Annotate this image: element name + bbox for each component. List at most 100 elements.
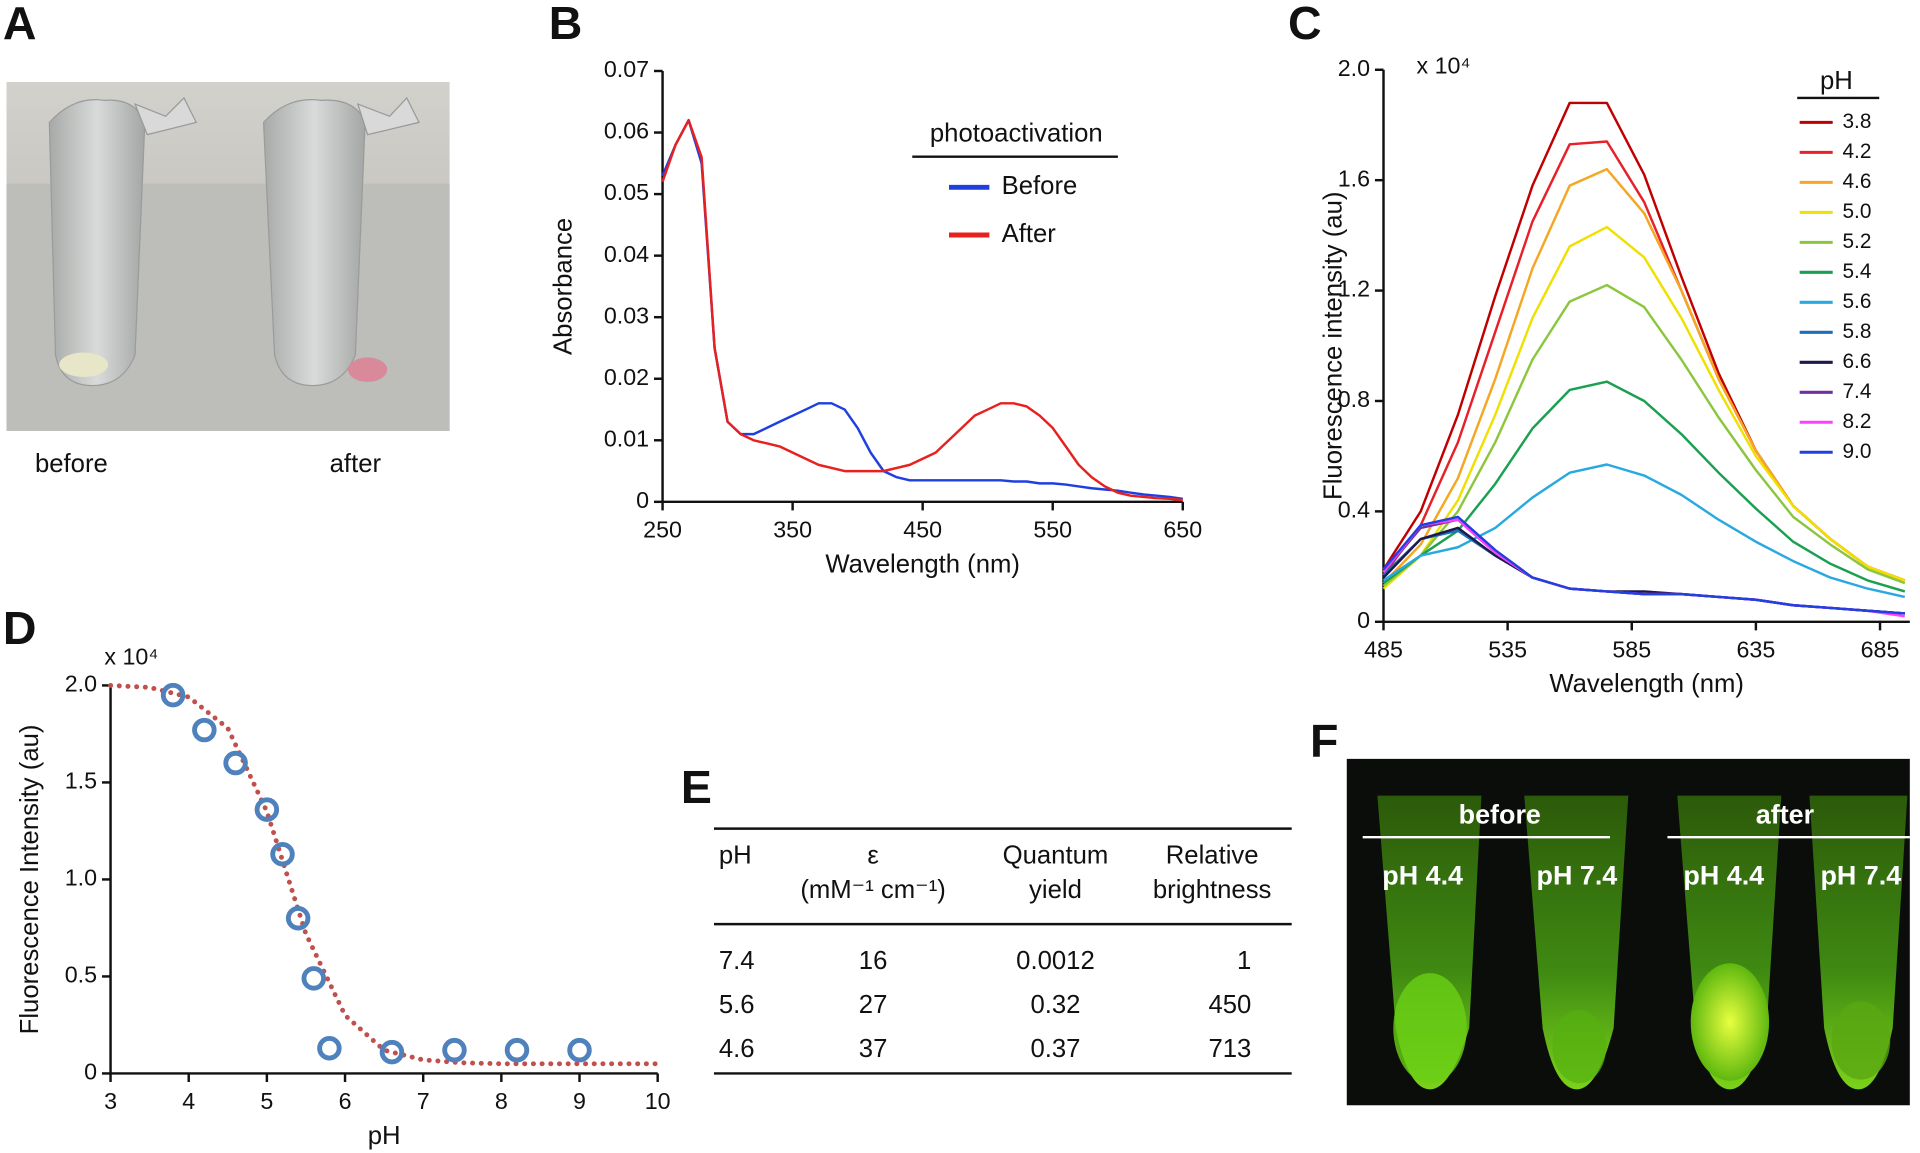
tube-label: pH 4.4: [1683, 861, 1764, 891]
y-tick-label: 0: [84, 1059, 97, 1085]
legend-label: After: [1002, 220, 1057, 248]
y-tick-label: 0: [636, 487, 649, 513]
table-cell: 5.6: [719, 991, 755, 1019]
y-tick-label: 0.01: [604, 425, 649, 451]
panel-letter: A: [3, 0, 37, 49]
data-point: [567, 1037, 592, 1063]
y-tick-label: 1.5: [65, 768, 97, 794]
y-tick-label: 2.0: [1338, 55, 1370, 81]
y-tick-label: 0.8: [1338, 386, 1370, 412]
data-point: [504, 1037, 530, 1063]
table-header: yield: [1029, 876, 1082, 904]
legend-label: 3.8: [1842, 110, 1871, 133]
panel-letter: B: [549, 0, 583, 49]
y-axis-label: Fluorescence Intensity (au): [16, 725, 44, 1035]
y-tick-label: 1.6: [1338, 165, 1370, 191]
table-cell: 713: [1208, 1035, 1251, 1063]
data-point: [379, 1039, 405, 1065]
x-tick-label: 4: [182, 1088, 195, 1114]
tube-label: pH 7.4: [1537, 861, 1618, 891]
y-tick-label: 0.07: [604, 56, 649, 82]
series-line: [661, 118, 1183, 500]
legend-label: 4.2: [1842, 140, 1871, 163]
legend-title: photoactivation: [930, 119, 1103, 147]
x-tick-label: 8: [495, 1088, 508, 1114]
y-tick-label: 0: [1357, 607, 1370, 633]
y-tick-label: 1.0: [65, 865, 97, 891]
data-point: [192, 717, 217, 743]
legend-label: 5.8: [1842, 320, 1871, 343]
y-tick-label: 0.4: [1338, 497, 1370, 523]
legend-label: 9.0: [1842, 440, 1871, 463]
legend-title: pH: [1820, 67, 1853, 95]
table-cell: 4.6: [719, 1035, 755, 1063]
x-tick-label: 10: [645, 1088, 671, 1114]
tube-label: pH 7.4: [1820, 861, 1901, 891]
axis-line: [661, 70, 1183, 504]
x-tick-label: 250: [643, 516, 682, 542]
series-line: [1382, 463, 1906, 599]
axis-line: [109, 685, 658, 1075]
table-cell: 0.0012: [1016, 947, 1095, 975]
x-tick-label: 635: [1736, 636, 1775, 662]
table-cell: 16: [859, 947, 888, 975]
x-tick-label: 450: [903, 516, 942, 542]
table-header: ε: [867, 842, 878, 870]
x-axis-label: Wavelength (nm): [1549, 670, 1744, 698]
series-line: [1382, 225, 1906, 590]
y-tick-label: 2.0: [65, 671, 97, 697]
data-point: [317, 1035, 342, 1061]
photo-a: [6, 82, 450, 431]
series-line: [1382, 283, 1906, 587]
table-cell: 27: [859, 991, 888, 1019]
table-cell: 0.32: [1030, 991, 1080, 1019]
panel-letter: C: [1288, 0, 1322, 49]
table-cell: 0.37: [1030, 1035, 1080, 1063]
x-tick-label: 5: [260, 1088, 273, 1114]
x-tick-label: 7: [417, 1088, 430, 1114]
table-cell: 450: [1208, 991, 1251, 1019]
x-axis-label: pH: [368, 1122, 401, 1150]
fit-line: [108, 682, 661, 1067]
table-cell: 1: [1237, 947, 1251, 975]
group-label: after: [1756, 800, 1815, 830]
x-tick-label: 485: [1364, 636, 1403, 662]
legend-label: 5.6: [1842, 290, 1871, 313]
x-tick-label: 685: [1861, 636, 1900, 662]
panel-letter: E: [681, 761, 712, 813]
y-tick-label: 0.06: [604, 118, 649, 144]
data-point: [442, 1037, 467, 1063]
data-point: [160, 682, 186, 708]
table-header: pH: [719, 842, 752, 870]
group-label: before: [1459, 800, 1541, 830]
legend-label: 5.4: [1842, 260, 1871, 283]
x-tick-label: 650: [1163, 516, 1202, 542]
x-tick-label: 6: [339, 1088, 352, 1114]
x-tick-label: 585: [1612, 636, 1651, 662]
series-line: [1382, 101, 1906, 582]
series-line: [661, 118, 1183, 502]
legend-label: 8.2: [1842, 410, 1871, 433]
photo-label: after: [330, 450, 382, 478]
y-axis-label: Absorbance: [549, 218, 577, 355]
x-tick-label: 350: [773, 516, 812, 542]
series-line: [1382, 380, 1906, 593]
table-cell: 37: [859, 1035, 888, 1063]
y-tick-label: 0.04: [604, 241, 649, 267]
table-header: (mM⁻¹ cm⁻¹): [800, 876, 946, 904]
data-point: [285, 905, 311, 931]
table-header: Relative: [1166, 842, 1259, 870]
legend-label: 5.2: [1842, 230, 1871, 253]
panel-letter: F: [1310, 714, 1338, 766]
y-axis-label: Fluorescence intensity (au): [1319, 192, 1347, 500]
tube-label: pH 4.4: [1382, 861, 1463, 891]
y-tick-label: 0.02: [604, 364, 649, 390]
annotation: x 10⁴: [104, 644, 158, 670]
table-header: Quantum: [1003, 842, 1109, 870]
legend-label: 6.6: [1842, 350, 1871, 373]
series-line: [1382, 515, 1905, 615]
photo-f: [1346, 758, 1910, 1106]
data-point: [254, 797, 280, 822]
